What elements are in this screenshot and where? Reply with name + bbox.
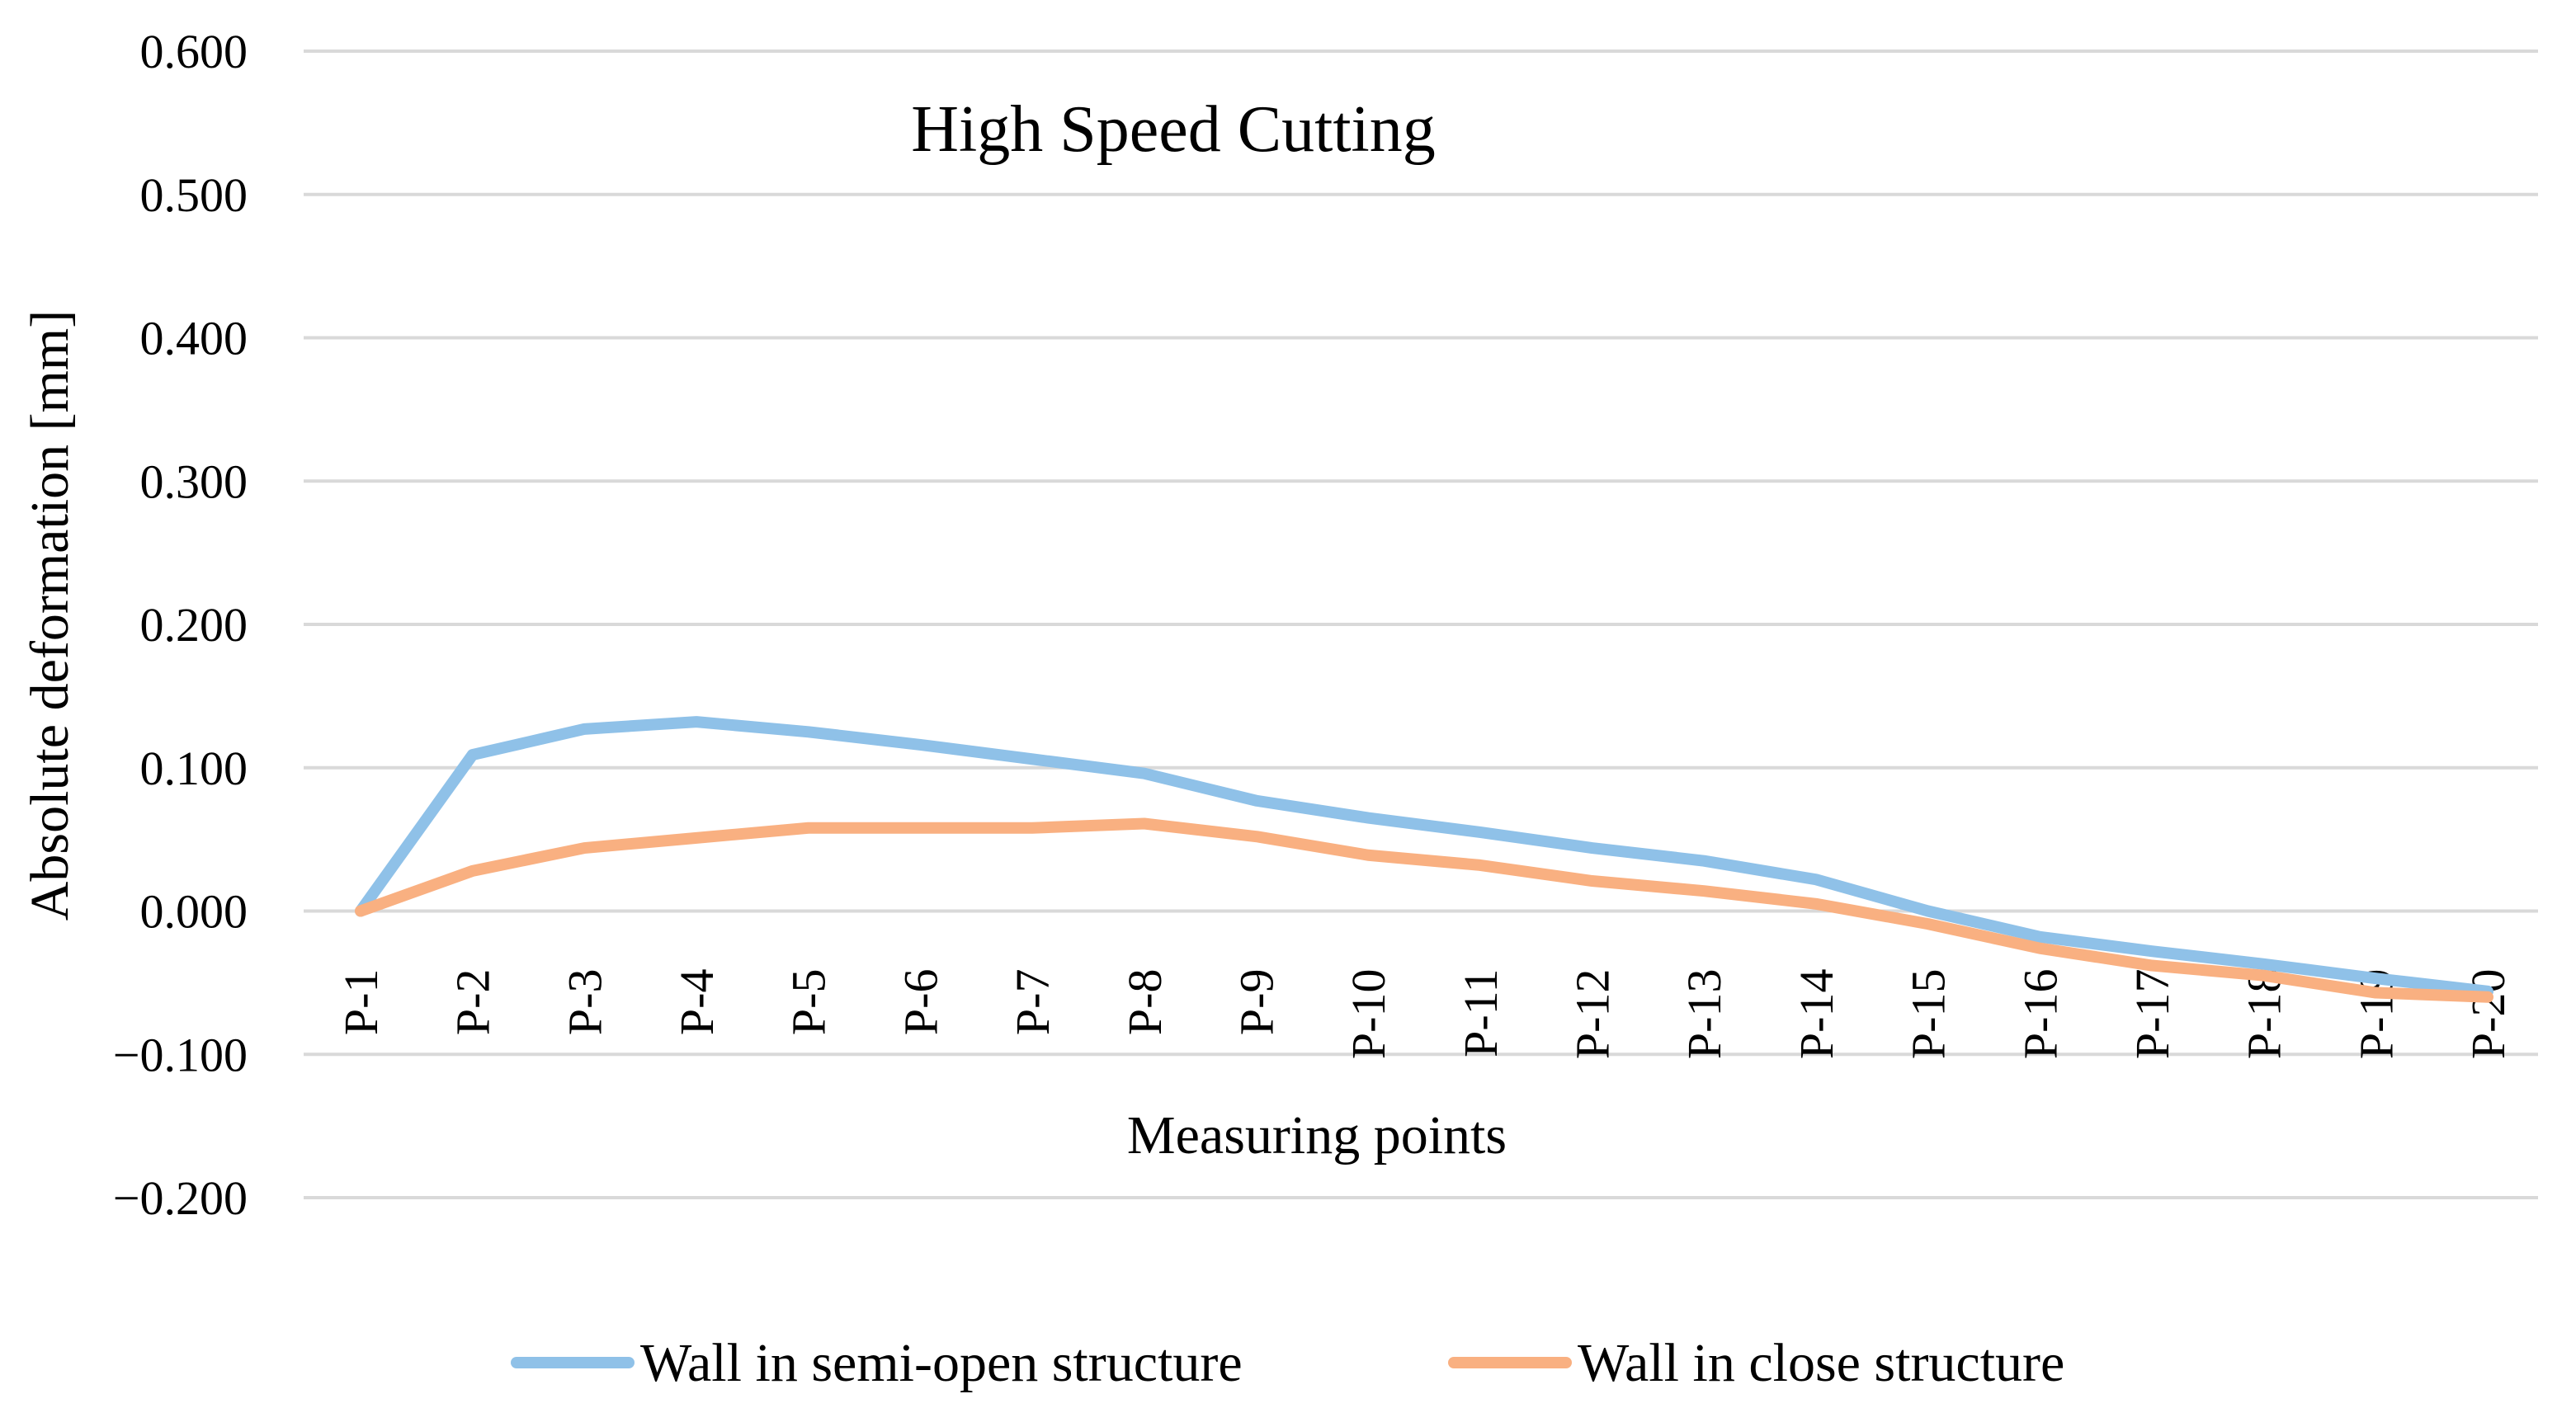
x-tick-label: P-14 [1790, 969, 1843, 1060]
series-line-close [355, 817, 2493, 1003]
x-tick-label: P-9 [1229, 969, 1283, 1036]
x-tick-label: P-11 [1454, 969, 1507, 1057]
gridlines [304, 49, 2538, 1199]
x-tick-label: P-10 [1342, 969, 1395, 1060]
x-tick-label: P-16 [2013, 969, 2067, 1060]
y-tick-label: 0.000 [140, 885, 248, 939]
x-axis-ticks: P-1 P-2 P-3 P-4 P-5 P-6 P-7 P-8 P-9 P-10 P-11 P-12 P… [334, 969, 2515, 1060]
legend: Wall in semi-open structure Wall in clos… [511, 1333, 2064, 1393]
y-axis-ticks: 0.600 0.500 0.400 0.300 0.200 0.100 0.000 −0.10… [113, 25, 248, 1225]
x-tick-label: P-7 [1006, 969, 1059, 1036]
y-tick-label: 0.600 [140, 25, 248, 78]
legend-item-close[interactable]: Wall in close structure [1448, 1333, 2064, 1393]
x-tick-label: P-5 [782, 969, 836, 1036]
x-tick-label: P-13 [1677, 969, 1731, 1060]
x-tick-label: P-3 [558, 969, 611, 1036]
x-tick-label: P-12 [1566, 969, 1620, 1060]
x-tick-label: P-1 [334, 969, 388, 1036]
y-tick-label: 0.500 [140, 168, 248, 222]
series-line-semi-open [355, 716, 2493, 997]
legend-label-semi-open: Wall in semi-open structure [640, 1333, 1243, 1393]
y-axis-label: Absolute deformation [mm] [20, 310, 80, 921]
x-tick-label: P-8 [1118, 969, 1172, 1036]
y-tick-label: 0.100 [140, 742, 248, 795]
y-tick-label: 0.200 [140, 598, 248, 652]
x-tick-label: P-4 [670, 969, 724, 1036]
y-tick-label: 0.300 [140, 454, 248, 508]
series-lines [355, 716, 2493, 1003]
x-tick-label: P-15 [1902, 969, 1956, 1060]
y-tick-label: 0.400 [140, 312, 248, 365]
x-axis-label: Measuring points [1127, 1105, 1507, 1165]
x-tick-label: P-20 [2461, 969, 2515, 1060]
y-tick-label: −0.200 [113, 1171, 248, 1225]
legend-item-semi-open[interactable]: Wall in semi-open structure [511, 1333, 1243, 1393]
x-tick-label: P-2 [446, 969, 500, 1036]
x-tick-label: P-6 [894, 969, 947, 1036]
y-tick-label: −0.100 [113, 1028, 248, 1081]
chart-title: High Speed Cutting [911, 93, 1436, 166]
x-tick-label: P-17 [2125, 969, 2179, 1060]
legend-label-close: Wall in close structure [1578, 1333, 2064, 1393]
